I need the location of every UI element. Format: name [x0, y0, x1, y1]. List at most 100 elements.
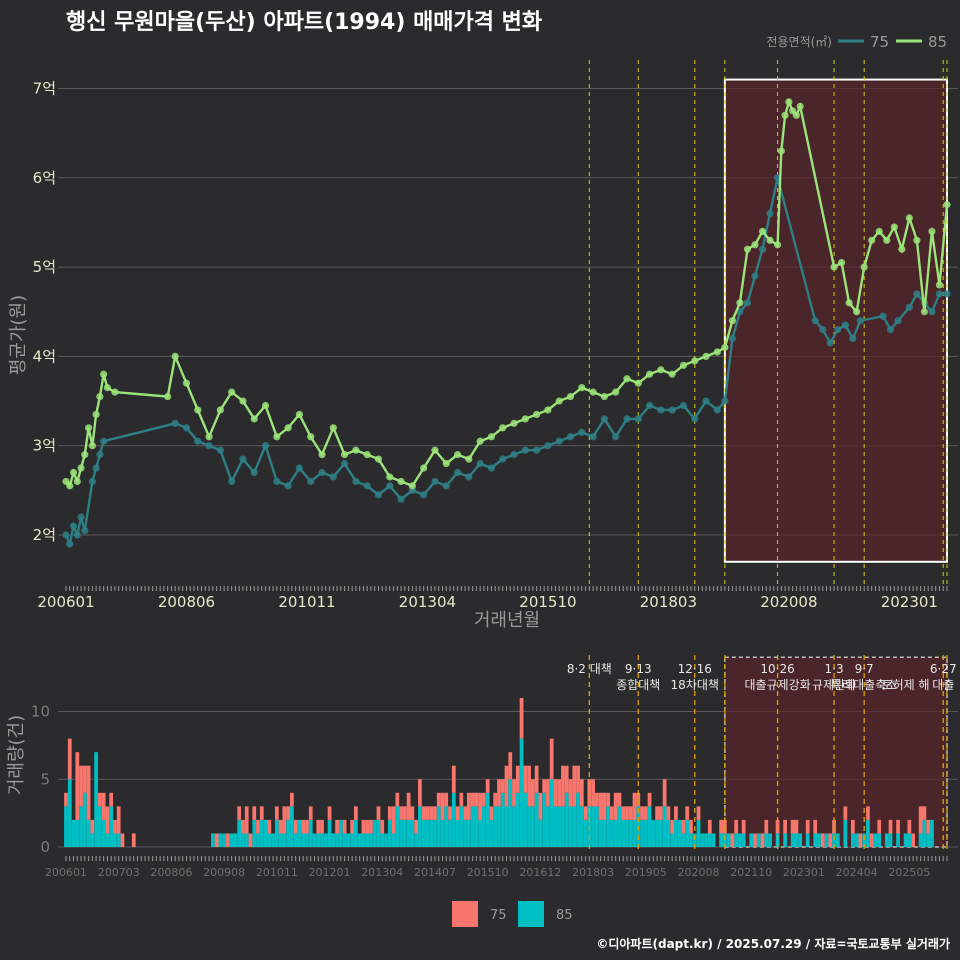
bar-75 [576, 765, 580, 793]
bar-75 [606, 792, 611, 807]
data-point-85 [453, 451, 462, 459]
data-point-85 [476, 437, 484, 445]
bar-85 [764, 833, 769, 847]
bar-85 [591, 806, 595, 847]
bar-85 [918, 833, 923, 847]
bar-75 [327, 806, 332, 820]
data-point-75 [928, 308, 936, 316]
bar-85 [546, 806, 550, 847]
data-point-75 [487, 464, 496, 472]
bar-75 [98, 792, 102, 807]
bar-75 [342, 819, 347, 834]
bar-85 [666, 819, 671, 847]
data-point-85 [228, 388, 236, 396]
bar-75 [594, 792, 599, 807]
y-tick-label: 3억 [33, 437, 56, 455]
data-point-75 [431, 477, 439, 486]
data-point-85 [743, 245, 752, 253]
data-point-85 [239, 397, 247, 405]
data-point-75 [69, 522, 78, 530]
data-point-85 [913, 236, 921, 244]
data-point-75 [363, 482, 371, 490]
x-tick-label-bottom: 201201 [309, 866, 351, 879]
bar-75 [602, 792, 607, 820]
data-point-85 [890, 223, 898, 231]
policy-annotation: 9·13 [625, 662, 652, 676]
bar-75 [662, 779, 667, 807]
data-point-75 [612, 433, 620, 441]
bar-85 [903, 833, 908, 847]
bar-85 [256, 833, 260, 847]
bar-75 [696, 806, 701, 820]
bar-85 [267, 833, 272, 847]
policy-annotation: 8·2 대책 [567, 661, 612, 676]
data-point-75 [566, 433, 575, 441]
bar-75 [429, 806, 434, 820]
bar-85 [824, 833, 829, 847]
bar-85 [459, 806, 464, 847]
data-point-75 [713, 406, 721, 414]
policy-annotation: 대출규제강화 [744, 678, 810, 692]
bar-85 [433, 819, 437, 847]
bar-85 [677, 819, 682, 847]
x-tick-label-bottom: 201011 [256, 866, 298, 879]
bar-75 [489, 806, 494, 820]
bar-85 [907, 833, 912, 847]
policy-annotation: 6·27 [930, 662, 957, 676]
bar-85 [832, 833, 836, 847]
bar-85 [519, 738, 524, 847]
bar-75 [617, 792, 622, 807]
bar-75 [670, 819, 675, 834]
x-tick-label: 200601 [37, 593, 94, 611]
data-point-85 [88, 442, 96, 450]
bar-75 [918, 806, 923, 834]
bar-75 [482, 792, 486, 807]
data-point-75 [905, 303, 913, 311]
data-point-85 [758, 227, 767, 235]
bar-85 [320, 833, 324, 847]
bar-85 [658, 819, 663, 847]
bar-85 [651, 819, 656, 847]
data-point-85 [420, 464, 428, 472]
data-point-85 [555, 397, 563, 405]
bar-85 [523, 792, 528, 847]
bar-75 [734, 819, 739, 834]
bar-85 [530, 806, 535, 847]
x-tick-label-bottom: 202008 [678, 866, 720, 879]
data-point-75 [96, 451, 104, 459]
bar-75 [402, 806, 407, 820]
bar-75 [674, 806, 678, 820]
data-point-75 [521, 446, 529, 454]
bar-75 [109, 792, 114, 807]
bar-75 [252, 806, 257, 820]
data-point-85 [751, 241, 759, 249]
data-point-75 [453, 468, 462, 477]
data-point-85 [830, 263, 838, 271]
bar-85 [768, 833, 772, 847]
data-point-75 [171, 419, 179, 427]
data-point-75 [943, 290, 951, 298]
bar-85 [783, 833, 787, 847]
x-tick-label-bottom: 201612 [519, 866, 561, 879]
bar-75 [316, 819, 321, 834]
bar-75 [553, 779, 558, 807]
bar-75 [259, 806, 264, 820]
data-point-75 [216, 446, 224, 454]
data-point-85 [634, 379, 642, 387]
x-tick-label-bottom: 202404 [836, 866, 878, 879]
bar-85 [278, 833, 283, 847]
bar-85 [64, 806, 68, 847]
bar-75 [274, 806, 279, 820]
bar-85 [515, 792, 520, 847]
bar-85 [719, 833, 723, 847]
source-credit: ©디아파트(dapt.kr) / 2025.07.29 / 자료=국토교통부 실… [596, 937, 950, 951]
x-tick-label-bottom: 202110 [730, 866, 772, 879]
y-tick-label-bottom: 0 [40, 838, 50, 856]
bar-85 [692, 833, 697, 847]
bar-85 [410, 819, 415, 847]
bar-75 [591, 779, 595, 807]
bar-85 [312, 833, 317, 847]
policy-annotation: 토허제 해 [882, 678, 930, 692]
data-point-85 [442, 459, 450, 468]
data-point-85 [205, 433, 213, 441]
